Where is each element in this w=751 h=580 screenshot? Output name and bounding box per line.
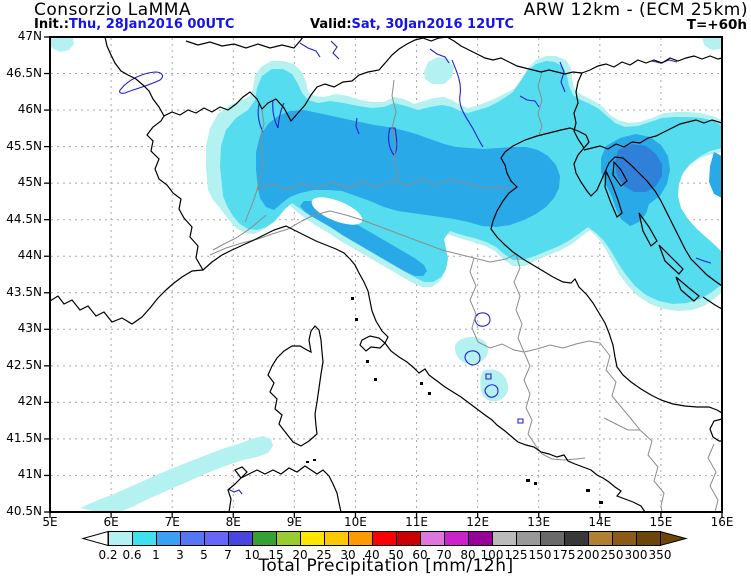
colorbar-swatch [420, 531, 445, 546]
colorbar-swatch [540, 531, 565, 546]
colorbar-swatch [228, 531, 253, 546]
lat-label: 41.5N [6, 430, 42, 445]
colorbar-swatch [492, 531, 517, 546]
colorbar-value: 1 [152, 548, 160, 562]
colorbar-value: 20 [292, 548, 308, 562]
colorbar-value: 100 [480, 548, 504, 562]
colorbar-swatch [348, 531, 373, 546]
colorbar-value: 7 [224, 548, 232, 562]
colorbar-underflow-arrow [81, 530, 109, 547]
colorbar-swatch [108, 531, 133, 546]
colorbar-value: 175 [552, 548, 576, 562]
colorbar-value: 150 [528, 548, 552, 562]
coastlines-and-borders [49, 36, 723, 513]
dry-notch [311, 197, 363, 225]
colorbar-swatch [300, 531, 325, 546]
rivers-and-lakes [119, 40, 712, 495]
lat-label: 43N [17, 321, 42, 336]
lat-label: 43.5N [6, 284, 42, 299]
small-islands [306, 297, 603, 504]
lon-label: 14E [588, 515, 612, 529]
lon-label: 16E [710, 515, 734, 529]
colorbar-value: 5 [200, 548, 208, 562]
colorbar-swatch [204, 531, 229, 546]
lat-label: 40.5N [6, 504, 42, 518]
lon-label: 9E [286, 515, 302, 529]
precipitation-areas [50, 37, 722, 512]
init-value: Thu, 28Jan2016 00UTC [68, 17, 235, 32]
colorbar-swatch [396, 531, 421, 546]
colorbar-swatch [324, 531, 349, 546]
lon-label: 5E [42, 515, 58, 529]
colorbar-swatch [372, 531, 397, 546]
lat-label: 45N [17, 175, 42, 190]
lon-label: 7E [164, 515, 180, 529]
axis-ticks [44, 36, 723, 518]
init-time: Init.:Thu, 28Jan2016 00UTC [34, 17, 234, 32]
colorbar-swatch [252, 531, 277, 546]
model-title: ARW 12km - (ECM 25km) [523, 0, 748, 20]
colorbar-swatch [180, 531, 205, 546]
lon-label: 11E [405, 515, 428, 529]
colorbar-value: 300 [624, 548, 648, 562]
region-borders [209, 71, 719, 513]
init-label: Init.: [34, 17, 69, 32]
valid-label: Valid: [310, 17, 352, 32]
colorbar-swatch [588, 531, 613, 546]
colorbar-value: 200 [576, 548, 600, 562]
colorbar-value: 80 [460, 548, 476, 562]
lat-label: 46N [17, 102, 42, 117]
lon-label: 10E [344, 515, 367, 529]
colorbar-value: 15 [268, 548, 284, 562]
colorbar-swatch [564, 531, 589, 546]
colorbar-value: 50 [388, 548, 404, 562]
lat-label: 41N [17, 467, 42, 482]
colorbar-swatch [516, 531, 541, 546]
colorbar-value: 350 [648, 548, 672, 562]
lead-time: T=+60h [686, 17, 747, 33]
lat-label: 42N [17, 394, 42, 409]
lon-label: 8E [225, 515, 241, 529]
lat-label: 44.5N [6, 211, 42, 226]
page-title: Consorzio LaMMA [34, 0, 192, 20]
lon-label: 15E [649, 515, 673, 529]
colorbar-swatch [444, 531, 469, 546]
colorbar-swatch [468, 531, 493, 546]
colorbar-caption: Total Precipitation [mm/12h] [258, 556, 514, 576]
lat-label: 42.5N [6, 357, 42, 372]
lon-label: 12E [466, 515, 490, 529]
valid-time: Valid:Sat, 30Jan2016 12UTC [310, 17, 514, 32]
map-frame [49, 36, 723, 513]
colorbar-value: 250 [600, 548, 624, 562]
colorbar-swatch [636, 531, 661, 546]
colorbar-swatch [132, 531, 157, 546]
colorbar-value: 3 [176, 548, 184, 562]
lon-label: 6E [103, 515, 119, 529]
lat-label: 45.5N [6, 138, 42, 153]
lat-label: 47N [17, 29, 42, 43]
colorbar-value: 70 [436, 548, 452, 562]
colorbar-value: 60 [412, 548, 428, 562]
valid-value: Sat, 30Jan2016 12UTC [351, 17, 515, 32]
colorbar-value: 125 [504, 548, 528, 562]
lat-label: 44N [17, 248, 42, 263]
lat-label: 46.5N [6, 65, 42, 80]
colorbar-swatch [276, 531, 301, 546]
colorbar-value: 30 [340, 548, 356, 562]
colorbar-value: 25 [316, 548, 332, 562]
colorbar-value: 40 [364, 548, 380, 562]
colorbar-swatch [612, 531, 637, 546]
colorbar-overflow-arrow [659, 530, 688, 547]
colorbar-value: 0.6 [122, 548, 142, 562]
colorbar-value: 10 [244, 548, 260, 562]
lon-label: 13E [527, 515, 551, 529]
colorbar-value: 0.2 [98, 548, 118, 562]
colorbar-swatch [156, 531, 181, 546]
